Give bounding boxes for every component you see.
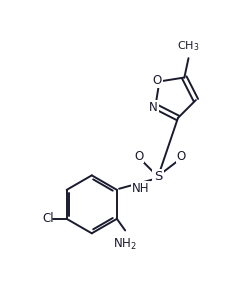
Text: N: N: [149, 101, 158, 113]
Text: NH: NH: [132, 182, 150, 195]
Text: O: O: [176, 150, 185, 163]
Text: O: O: [134, 150, 143, 163]
Text: CH$_3$: CH$_3$: [177, 39, 200, 53]
Text: Cl: Cl: [42, 212, 54, 225]
Text: S: S: [154, 170, 162, 183]
Text: O: O: [152, 75, 162, 87]
Text: NH$_2$: NH$_2$: [113, 237, 137, 252]
